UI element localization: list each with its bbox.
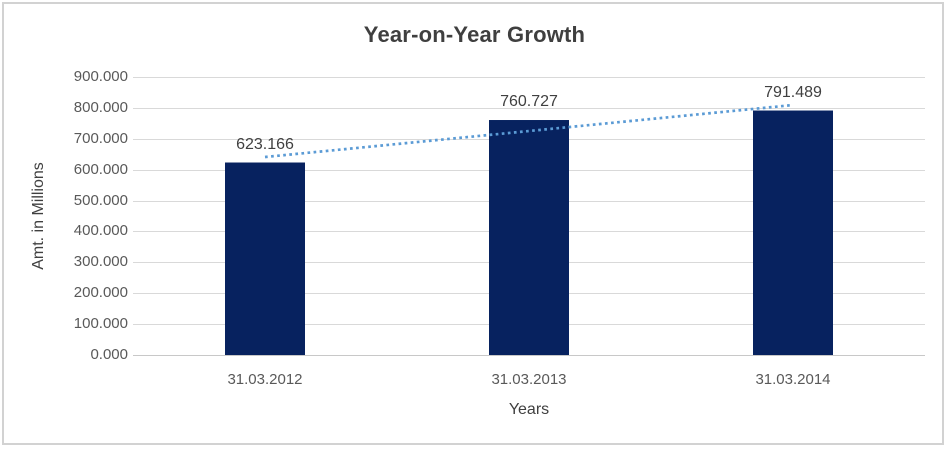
y-tick-label: 100.000 [73,315,128,333]
y-tick-label: 900.000 [73,68,128,85]
x-category-label: 31.03.2014 [755,371,831,388]
y-tick-label: 200.000 [73,284,128,302]
bar [225,162,305,355]
y-tick-label: 400.000 [73,222,128,240]
x-category-label: 31.03.2013 [491,371,567,388]
y-tick-label: 0.000 [90,346,128,363]
bar-value-label: 791.489 [764,83,822,101]
bar-value-label: 623.166 [236,135,294,153]
y-tick-label: 500.000 [73,191,128,209]
y-tick-label: 600.000 [73,160,128,178]
x-axis-title: Years [508,401,550,418]
bar-value-label: 760.727 [500,93,558,111]
chart-title: Year-on-Year Growth [363,22,586,47]
bar [753,110,833,355]
y-tick-label: 300.000 [73,253,128,271]
y-tick-label: 700.000 [73,129,128,147]
y-tick-label: 800.000 [73,98,128,116]
x-category-label: 31.03.2012 [227,371,303,388]
bar [489,120,569,355]
